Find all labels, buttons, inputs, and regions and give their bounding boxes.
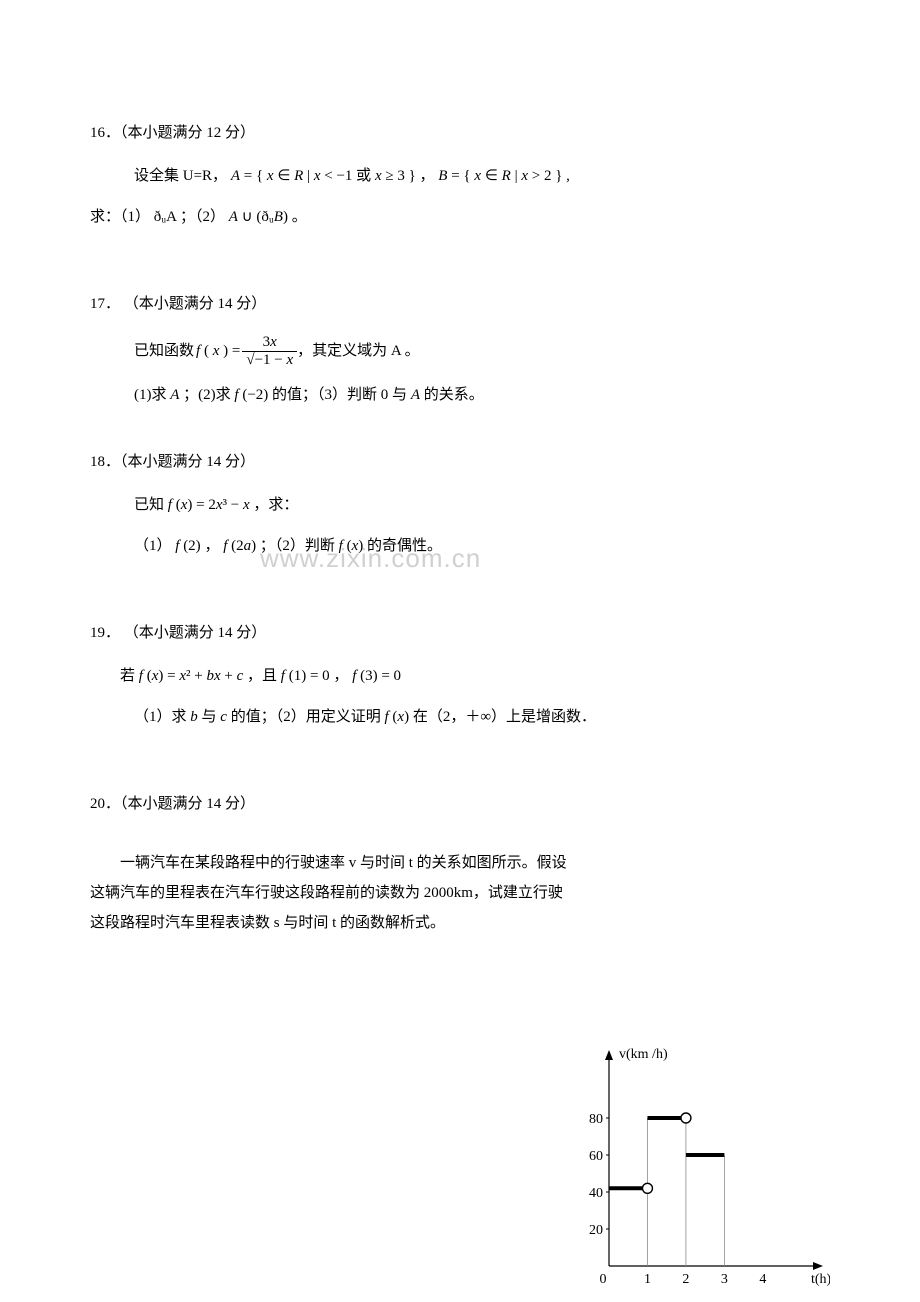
chart-svg: v(km /h) 20 40 60 80 0 1 2 3 4 t(h) (575, 1044, 830, 1294)
p17-den: √−1 − x (242, 352, 297, 369)
problem-16: 16．（本小题满分 12 分） 设全集 U=R， A = { x ∈ R | x… (90, 120, 830, 231)
p16-setA: A = { x ∈ R | x < −1 或 x ≥ 3 } ， (231, 168, 435, 184)
svg-text:t(h): t(h) (811, 1272, 830, 1287)
p20-text: 一辆汽车在某段路程中的行驶速率 v 与时间 t 的关系如图所示。假设这辆汽车的里… (90, 855, 567, 931)
problem-20-para: 一辆汽车在某段路程中的行驶速率 v 与时间 t 的关系如图所示。假设这辆汽车的里… (90, 848, 830, 938)
svg-text:0: 0 (600, 1272, 607, 1287)
p17-fraction: 3x √−1 − x (242, 334, 297, 368)
p16-end: 。 (292, 209, 307, 225)
problem-18-line1: 已知 f (x) = 2x³ − x ，求： (90, 492, 830, 519)
p17-prefix: 已知函数 (134, 338, 194, 365)
problem-18: 18．（本小题满分 14 分） 已知 f (x) = 2x³ − x ，求： （… (90, 449, 830, 560)
p16-mid: ；（2） (180, 209, 225, 225)
p17-sub: (1)求 A ；(2)求 f (−2) 的值；（3）判断 0 与 A 的关系。 (134, 387, 484, 403)
problem-20: 20．（本小题满分 14 分） 一辆汽车在某段路程中的行驶速率 v 与时间 t … (90, 791, 830, 938)
svg-text:v(km /h): v(km /h) (619, 1047, 668, 1062)
problem-19: 19． （本小题满分 14 分） 若 f (x) = x² + bx + c ，… (90, 620, 830, 731)
problem-17-line2: (1)求 A ；(2)求 f (−2) 的值；（3）判断 0 与 A 的关系。 (90, 382, 830, 409)
problem-17: 17． （本小题满分 14 分） 已知函数 f ( x ) = 3x √−1 −… (90, 291, 830, 409)
problem-16-line2: 求：（1） ðᵤA ；（2） A ∪ (ðᵤB) 。 (90, 204, 830, 231)
svg-text:3: 3 (721, 1272, 728, 1287)
problem-17-title: 17． （本小题满分 14 分） (90, 291, 830, 318)
p17-lhs: f ( x ) = (196, 338, 240, 365)
p16-setB: B = { x ∈ R | x > 2 } , (438, 168, 570, 184)
p17-suffix: ，其定义域为 A 。 (297, 338, 420, 365)
problem-16-title: 16．（本小题满分 12 分） (90, 120, 830, 147)
problem-19-title: 19． （本小题满分 14 分） (90, 620, 830, 647)
p16-l2-prefix: 求：（1） (90, 209, 150, 225)
svg-text:40: 40 (589, 1186, 603, 1201)
p16-part2: A ∪ (ðᵤB) (229, 209, 288, 225)
svg-text:20: 20 (589, 1223, 603, 1238)
svg-text:4: 4 (759, 1272, 766, 1287)
p16-prefix: 设全集 U=R， (134, 168, 227, 184)
problem-20-title: 20．（本小题满分 14 分） (90, 791, 830, 818)
problem-18-line2: （1） f (2) ， f (2a) ；（2）判断 f (x) 的奇偶性。 (90, 533, 830, 560)
svg-text:80: 80 (589, 1112, 603, 1127)
svg-text:60: 60 (589, 1149, 603, 1164)
problem-18-title: 18．（本小题满分 14 分） (90, 449, 830, 476)
svg-text:2: 2 (682, 1272, 689, 1287)
speed-time-chart: v(km /h) 20 40 60 80 0 1 2 3 4 t(h) (575, 1044, 830, 1294)
p16-part1: ðᵤA (154, 209, 176, 225)
problem-16-line1: 设全集 U=R， A = { x ∈ R | x < −1 或 x ≥ 3 } … (90, 163, 830, 190)
svg-text:1: 1 (644, 1272, 651, 1287)
p17-num: 3x (242, 334, 297, 352)
problem-19-line2: （1）求 b 与 c 的值；（2）用定义证明 f (x) 在（2，＋∞）上是增函… (90, 704, 830, 731)
problem-19-line1: 若 f (x) = x² + bx + c ，且 f (1) = 0 ， f (… (90, 663, 830, 690)
problem-17-line1: 已知函数 f ( x ) = 3x √−1 − x ，其定义域为 A 。 (90, 334, 830, 368)
